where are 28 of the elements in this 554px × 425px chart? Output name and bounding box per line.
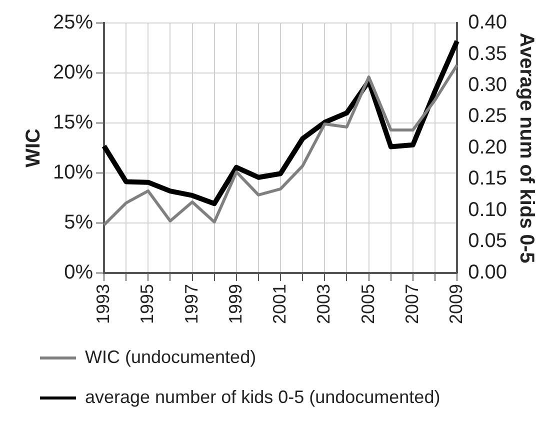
x-tick-label: 2001 [270,284,290,324]
x-tick-label: 1997 [181,284,202,324]
legend-label: average number of kids 0-5 (undocumented) [85,386,440,407]
y-tick-label: 20% [53,62,94,84]
y2-tick-label: 0.25 [468,105,508,128]
y-axis-title: WIC [22,128,45,168]
y2-tick-label: 0.20 [468,136,508,158]
x-tick-label: 1995 [137,284,158,324]
x-tick-label: 1999 [225,284,246,324]
y-tick-label: 25% [53,12,94,34]
legend-label: WIC (undocumented) [85,346,256,367]
y2-tick-label: 0.40 [468,12,508,34]
y-tick-label: 15% [53,112,94,134]
y2-tick-label: 0.30 [468,74,508,96]
y2-tick-label: 0.05 [468,230,508,252]
y2-tick-label: 0.15 [468,168,508,190]
x-tick-label: 2007 [402,284,422,324]
y-tick-label: 0% [64,261,94,284]
y2-axis-title: Average num of kids 0-5 [515,32,538,264]
y2-tick-label: 0.35 [468,42,508,65]
y2-tick-label: 0.10 [468,198,508,221]
y-tick-label: 10% [53,161,94,184]
x-tick-label: 2003 [314,284,334,324]
y-tick-label: 5% [64,211,94,234]
x-tick-label: 2005 [358,284,378,324]
y2-tick-label: 0.00 [468,261,508,284]
x-tick-label: 2009 [446,284,466,324]
x-tick-label: 1993 [93,284,113,324]
